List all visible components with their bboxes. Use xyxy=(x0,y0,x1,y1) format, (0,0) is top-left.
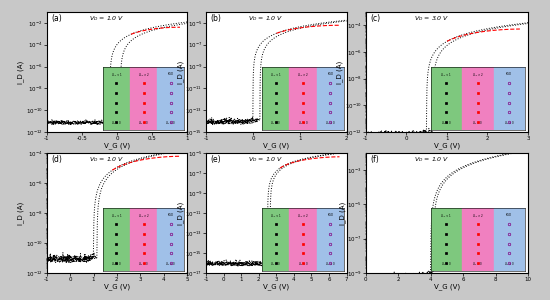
Text: $V_D$ = 1.0 V: $V_D$ = 1.0 V xyxy=(248,14,284,23)
Y-axis label: I_D (A): I_D (A) xyxy=(177,60,184,84)
Text: (f): (f) xyxy=(371,155,380,164)
Text: $V_D$ = 1.0 V: $V_D$ = 1.0 V xyxy=(89,155,124,164)
Text: $V_D$ = 1.0 V: $V_D$ = 1.0 V xyxy=(89,14,124,23)
Text: (a): (a) xyxy=(51,14,62,23)
Text: $V_D$ = 1.0 V: $V_D$ = 1.0 V xyxy=(248,155,284,164)
Text: $V_D$ = 1.0 V: $V_D$ = 1.0 V xyxy=(415,155,450,164)
Text: $V_D$ = 3.0 V: $V_D$ = 3.0 V xyxy=(415,14,450,23)
Text: (b): (b) xyxy=(211,14,221,23)
X-axis label: V_G (V): V_G (V) xyxy=(263,142,289,149)
X-axis label: V_G (V): V_G (V) xyxy=(104,284,130,290)
X-axis label: V_G (V): V_G (V) xyxy=(104,142,130,149)
X-axis label: V_G (V): V_G (V) xyxy=(263,284,289,290)
Text: (e): (e) xyxy=(211,155,221,164)
X-axis label: V_G (V): V_G (V) xyxy=(434,284,460,290)
Y-axis label: I_D (A): I_D (A) xyxy=(177,201,184,225)
Text: (c): (c) xyxy=(371,14,381,23)
X-axis label: V_G (V): V_G (V) xyxy=(434,142,460,149)
Text: (d): (d) xyxy=(51,155,62,164)
Y-axis label: I_D (A): I_D (A) xyxy=(18,60,24,84)
Y-axis label: I_D (A): I_D (A) xyxy=(18,201,24,225)
Y-axis label: I_D (A): I_D (A) xyxy=(339,201,346,225)
Y-axis label: I_D (A): I_D (A) xyxy=(337,60,343,84)
